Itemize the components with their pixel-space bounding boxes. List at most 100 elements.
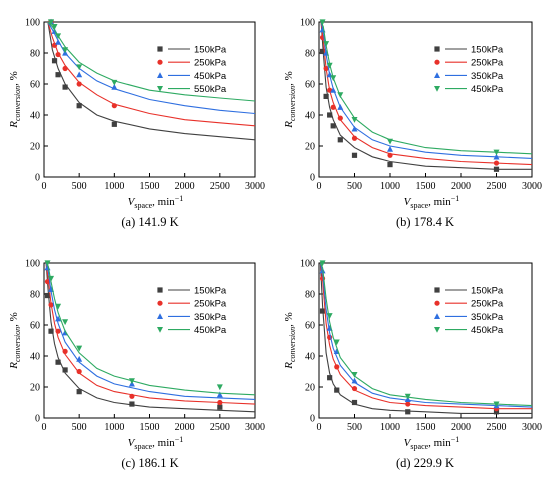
legend-label: 150kPa: [471, 45, 504, 56]
data-point-450kPa: [44, 260, 51, 267]
chart-panel-4: 0 500 1000 1500 2000 2500 3000 0 20 40 60 80 100 Vspa…: [283, 259, 542, 471]
data-point-150kPa: [76, 389, 82, 395]
x-tick-label: 0: [42, 181, 47, 192]
data-point-150kPa: [337, 137, 343, 143]
legend-label: 350kPa: [471, 312, 504, 323]
y-tick-label: 20: [305, 383, 315, 394]
x-axis-label: Vspace, min−1: [128, 435, 184, 451]
x-tick-label: 1500: [140, 422, 160, 433]
data-point-550kPa: [62, 47, 69, 54]
data-point-450kPa: [323, 41, 330, 47]
x-tick-label: 2500: [487, 181, 507, 192]
data-point-450kPa: [337, 92, 344, 99]
data-point-350kPa: [319, 26, 326, 33]
data-point-150kPa: [334, 387, 340, 393]
data-point-450kPa: [319, 19, 326, 26]
data-point-150kPa: [111, 121, 117, 127]
data-point-150kPa: [387, 162, 393, 168]
data-point-150kPa: [129, 401, 135, 407]
fit-line-450kPa: [47, 22, 255, 115]
legend-marker: [434, 313, 440, 319]
x-tick-label: 2000: [451, 181, 471, 192]
data-point-250kPa: [323, 65, 329, 72]
x-tick-label: 3000: [245, 422, 265, 433]
x-tick-label: 500: [72, 422, 87, 433]
data-point-450kPa: [330, 75, 337, 81]
x-tick-label: 0: [42, 422, 47, 433]
data-point-450kPa: [493, 401, 500, 408]
fit-line-550kPa: [47, 22, 255, 102]
x-tick-label: 2000: [175, 181, 195, 192]
legend-label: 450kPa: [194, 325, 227, 336]
data-point-450kPa: [351, 117, 358, 123]
data-point-150kPa: [327, 375, 333, 381]
y-tick-label: 80: [30, 290, 40, 301]
data-point-250kPa: [129, 393, 135, 399]
legend-marker: [157, 300, 163, 306]
legend-label: 150kPa: [471, 286, 504, 297]
data-point-150kPa: [351, 152, 358, 158]
data-point-150kPa: [493, 166, 500, 172]
y-axis-label: Rconversion, %: [283, 71, 297, 129]
x-tick-label: 0: [317, 422, 322, 433]
data-point-250kPa: [493, 160, 500, 166]
data-point-450kPa: [326, 62, 333, 69]
legend-label: 350kPa: [471, 71, 504, 82]
y-tick-label: 80: [305, 49, 315, 60]
data-point-350kPa: [351, 377, 358, 384]
data-point-350kPa: [351, 125, 358, 132]
data-point-150kPa: [62, 367, 68, 373]
panel-caption: (b) 178.4 K: [396, 215, 454, 229]
legend-label: 450kPa: [471, 325, 504, 336]
y-tick-label: 100: [25, 259, 40, 270]
chart-panel-2: 0 500 1000 1500 2000 2500 3000 0 20 40 60 80 100 Vspa…: [283, 18, 542, 230]
data-point-450kPa: [333, 339, 340, 346]
y-tick-label: 40: [30, 111, 40, 122]
x-tick-label: 3000: [522, 422, 542, 433]
x-tick-label: 1000: [104, 422, 124, 433]
data-point-550kPa: [76, 64, 83, 71]
y-tick-label: 100: [25, 18, 40, 29]
data-point-150kPa: [351, 399, 358, 406]
data-point-150kPa: [55, 359, 61, 365]
y-axis-label: Rconversion, %: [283, 312, 297, 370]
x-tick-label: 2500: [487, 422, 507, 433]
legend-marker: [157, 59, 163, 65]
legend-marker: [157, 86, 163, 92]
x-tick-label: 2500: [210, 422, 230, 433]
data-point-250kPa: [55, 51, 61, 58]
y-tick-label: 100: [300, 18, 315, 29]
x-tick-label: 1000: [380, 181, 400, 192]
x-tick-label: 0: [317, 181, 322, 192]
x-axis-label: Vspace, min−1: [404, 435, 460, 451]
y-tick-label: 60: [30, 321, 40, 332]
legend-label: 450kPa: [194, 71, 227, 82]
data-point-450kPa: [493, 149, 500, 156]
legend-label: 250kPa: [194, 58, 227, 69]
data-point-150kPa: [62, 84, 68, 90]
legend-label: 350kPa: [194, 312, 227, 323]
x-tick-label: 500: [72, 181, 87, 192]
data-point-250kPa: [111, 103, 117, 109]
legend-marker: [434, 86, 440, 92]
legend-label: 250kPa: [471, 58, 504, 69]
data-point-150kPa: [319, 308, 326, 314]
x-tick-label: 2500: [210, 181, 230, 192]
data-point-450kPa: [55, 303, 62, 310]
data-point-450kPa: [76, 345, 83, 352]
data-point-250kPa: [62, 65, 68, 72]
x-tick-label: 1500: [416, 181, 436, 192]
data-point-450kPa: [111, 83, 118, 90]
legend-marker: [434, 300, 440, 306]
chart-panel-3: 0 500 1000 1500 2000 2500 3000 0 20 40 60 80 100 Vspa…: [8, 259, 265, 471]
data-point-550kPa: [48, 19, 55, 26]
data-point-250kPa: [48, 302, 54, 308]
legend-marker: [434, 287, 440, 293]
data-point-450kPa: [128, 378, 135, 384]
legend-marker: [434, 46, 440, 52]
fit-line-150kPa: [320, 22, 532, 170]
data-point-150kPa: [493, 409, 500, 415]
data-point-150kPa: [44, 292, 51, 299]
x-tick-label: 2000: [451, 422, 471, 433]
